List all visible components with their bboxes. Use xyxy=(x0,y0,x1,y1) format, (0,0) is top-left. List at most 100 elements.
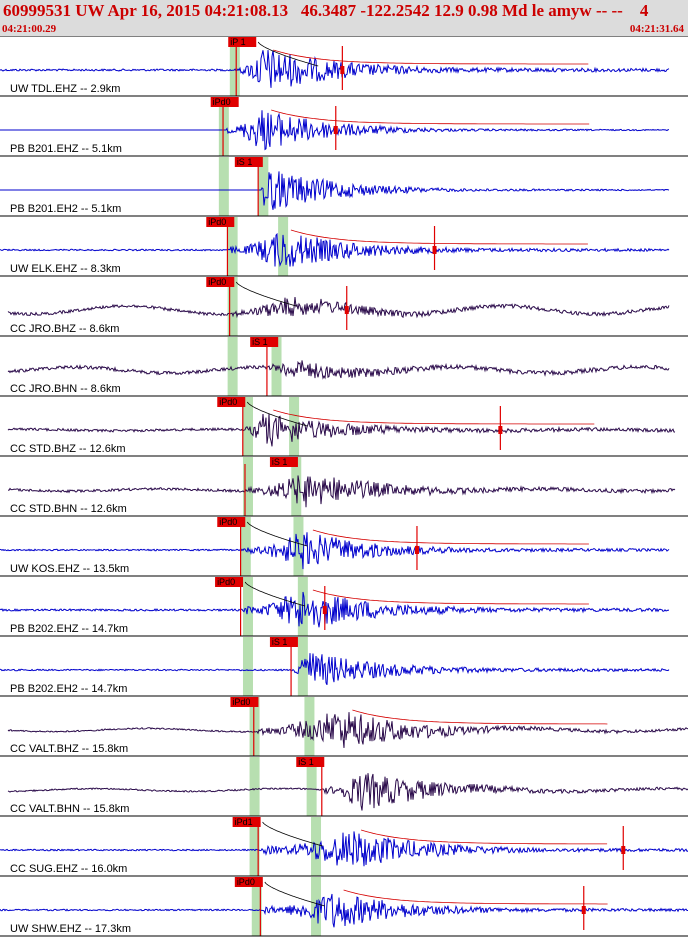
decay-envelope xyxy=(273,49,589,65)
channel-label: UW ELK.EHZ -- 8.3km xyxy=(10,263,121,275)
waveform-trace xyxy=(0,232,670,268)
pick-box xyxy=(232,817,261,827)
decay-envelope xyxy=(352,709,608,725)
decay-envelope xyxy=(360,829,608,845)
channel-row[interactable]: iPd0 CC JRO.BHZ -- 8.6km xyxy=(0,275,688,336)
pick-box xyxy=(234,157,263,167)
p-window-band xyxy=(249,697,260,756)
record-header: 60999531 UW Apr 16, 2015 04:21:08.13 46.… xyxy=(0,0,688,36)
waveform-trace xyxy=(7,360,670,380)
pick-box xyxy=(217,517,246,527)
pick-label: iPd1 xyxy=(235,817,253,827)
p-window-band xyxy=(242,397,253,456)
channel-label: PB B201.EH2 -- 5.1km xyxy=(10,203,121,215)
waveform-trace xyxy=(0,591,670,628)
p-window-band xyxy=(227,277,238,336)
coda-curve xyxy=(264,881,325,907)
channel-row[interactable]: iPd0 UW KOS.EHZ -- 13.5km xyxy=(0,515,688,576)
p-window-band xyxy=(240,517,251,576)
decay-envelope xyxy=(312,529,589,545)
p-window-band xyxy=(229,37,240,96)
pick-label: iPd0 xyxy=(213,97,231,107)
channel-row[interactable]: iP 1 UW TDL.EHZ -- 2.9km xyxy=(0,36,688,96)
coda-curve xyxy=(262,821,323,847)
pick-label: iS 1 xyxy=(298,757,314,767)
s-window-band xyxy=(311,817,322,876)
channel-label: CC VALT.BHZ -- 15.8km xyxy=(10,743,128,755)
channel-row[interactable]: iS 1 CC JRO.BHN -- 8.6km xyxy=(0,335,688,396)
s-window-band xyxy=(289,397,300,456)
pick-box xyxy=(250,337,279,347)
seismogram-panel[interactable]: iP 1 UW TDL.EHZ -- 2.9km iPd0 PB B201.EHZ -… xyxy=(0,36,688,938)
waveform-trace xyxy=(0,532,670,570)
event-title: 60999531 UW Apr 16, 2015 04:21:08.13 46.… xyxy=(3,1,649,20)
coda-curve xyxy=(257,41,319,67)
waveform-trace xyxy=(0,831,688,867)
coda-curve xyxy=(235,281,297,307)
amplitude-marker xyxy=(621,846,626,854)
pick-box xyxy=(269,457,298,467)
channel-row[interactable]: iS 1 CC STD.BHN -- 12.6km xyxy=(0,455,688,516)
pick-box xyxy=(217,397,246,407)
decay-envelope xyxy=(271,109,590,125)
pick-label: iPd0 xyxy=(237,877,255,887)
coda-curve xyxy=(244,581,306,607)
waveform-trace xyxy=(7,475,676,508)
channel-row[interactable]: iS 1 PB B202.EH2 -- 14.7km xyxy=(0,635,688,696)
amplitude-marker xyxy=(498,426,503,434)
pick-label: iPd0 xyxy=(219,517,237,527)
pick-label: iPd0 xyxy=(219,397,237,407)
pick-box xyxy=(230,697,259,707)
amplitude-marker xyxy=(414,546,419,554)
channel-row[interactable]: iPd1 CC SUG.EHZ -- 16.0km xyxy=(0,815,688,876)
amplitude-marker xyxy=(322,606,327,614)
pick-label: iS 1 xyxy=(272,637,288,647)
amplitude-marker xyxy=(340,66,345,74)
channel-row[interactable]: iS 1 CC VALT.BHN -- 15.8km xyxy=(0,755,688,816)
s-window-band xyxy=(258,157,269,216)
channel-row[interactable]: iPd0 UW ELK.EHZ -- 8.3km xyxy=(0,215,688,276)
channel-row[interactable]: iPd0 CC VALT.BHZ -- 15.8km xyxy=(0,695,688,756)
p-window-band xyxy=(242,457,253,516)
pick-label: iPd0 xyxy=(217,577,235,587)
channel-row[interactable]: iPd0 PB B201.EHZ -- 5.1km xyxy=(0,95,688,156)
pick-label: iPd0 xyxy=(232,697,250,707)
p-window-band xyxy=(218,97,229,156)
s-window-band xyxy=(306,757,317,816)
pick-label: iPd0 xyxy=(208,217,226,227)
p-window-band xyxy=(242,637,253,696)
decay-envelope xyxy=(312,589,589,605)
pick-label: iS 1 xyxy=(252,337,268,347)
p-window-band xyxy=(249,817,260,876)
channel-row[interactable]: iS 1 PB B201.EH2 -- 5.1km xyxy=(0,155,688,216)
window-start-time: 04:21:00.29 xyxy=(2,23,57,35)
waveform-trace xyxy=(7,773,688,811)
p-window-band xyxy=(249,757,260,816)
channel-row[interactable]: iPd0 CC STD.BHZ -- 12.6km xyxy=(0,395,688,456)
channel-row[interactable]: iPd0 PB B202.EHZ -- 14.7km xyxy=(0,575,688,636)
waveform-trace xyxy=(0,171,670,210)
decay-envelope xyxy=(343,889,608,905)
channel-label: PB B202.EH2 -- 14.7km xyxy=(10,683,127,695)
channel-label: PB B202.EHZ -- 14.7km xyxy=(10,623,128,635)
pick-box xyxy=(210,97,239,107)
amplitude-marker xyxy=(581,906,586,914)
pick-box xyxy=(296,757,325,767)
waveform-trace xyxy=(7,297,670,319)
amplitude-marker xyxy=(432,246,437,254)
traces: iP 1 UW TDL.EHZ -- 2.9km iPd0 PB B201.EHZ -… xyxy=(0,36,688,936)
channel-label: CC STD.BHN -- 12.6km xyxy=(10,503,127,515)
pick-box xyxy=(206,277,235,287)
pick-box xyxy=(215,577,244,587)
amplitude-marker xyxy=(344,306,349,314)
waveform-trace xyxy=(0,893,688,928)
p-window-band xyxy=(251,877,262,936)
pick-label: iP 1 xyxy=(230,37,245,47)
pick-box xyxy=(228,37,257,47)
p-window-band xyxy=(218,157,229,216)
pick-box xyxy=(206,217,235,227)
s-window-band xyxy=(278,217,289,276)
coda-curve xyxy=(246,521,308,547)
channel-row[interactable]: iPd0 UW SHW.EHZ -- 17.3km xyxy=(0,875,688,936)
waveform-trace xyxy=(7,712,688,748)
